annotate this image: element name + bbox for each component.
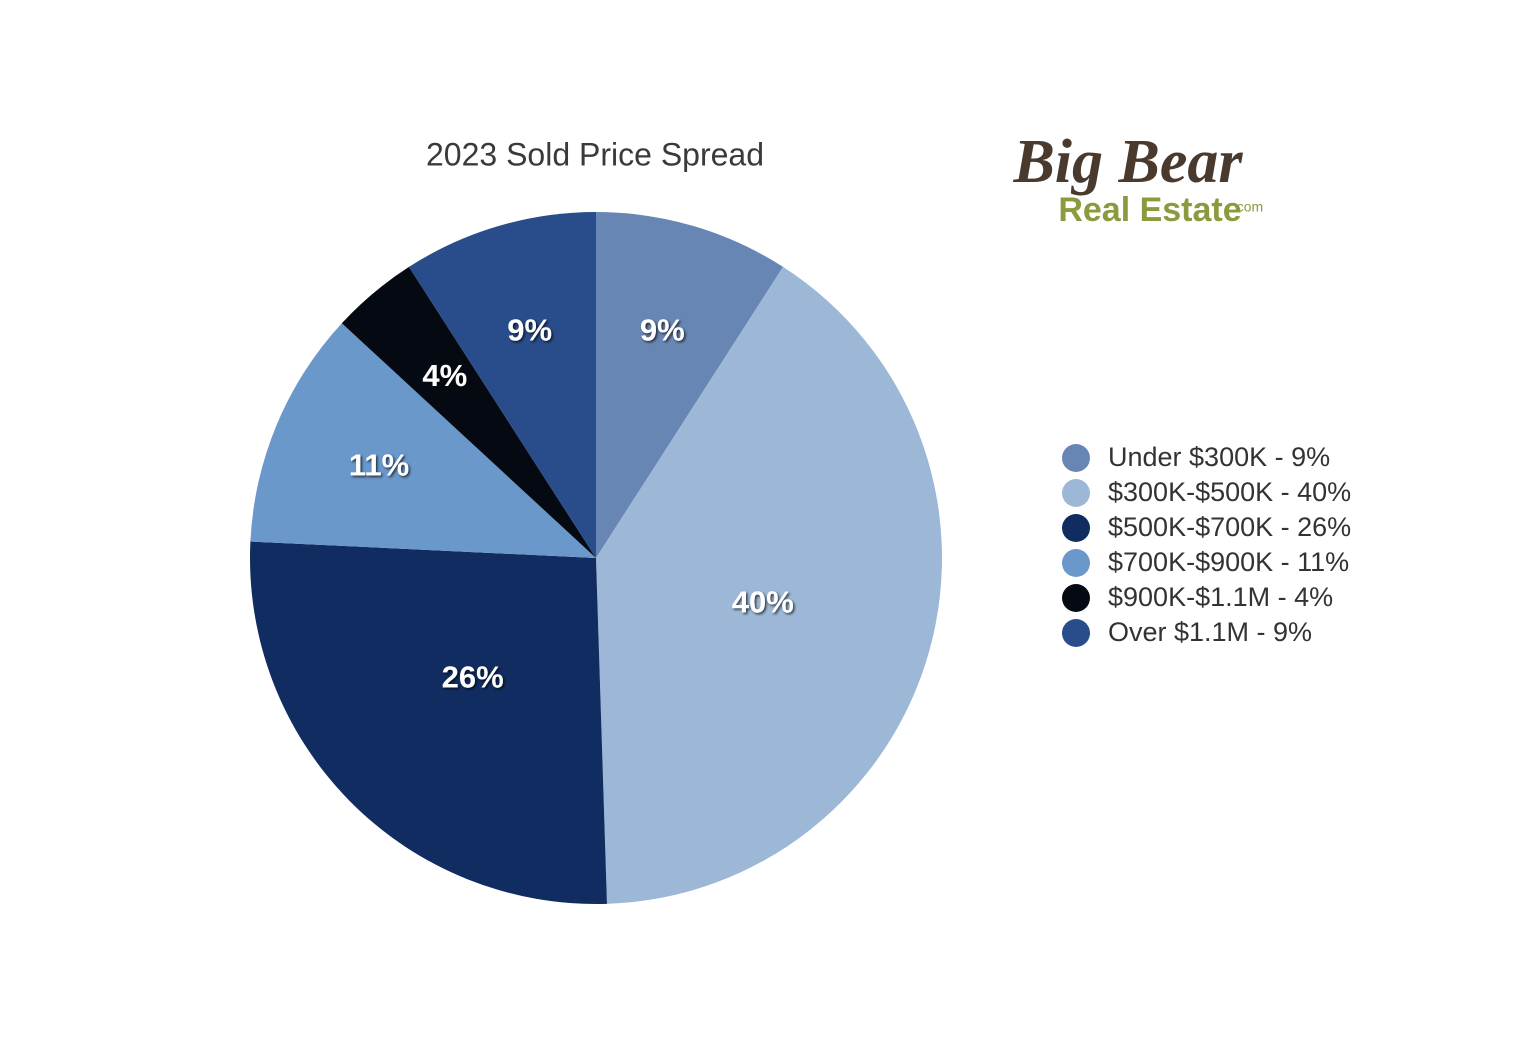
pie-slice bbox=[250, 323, 596, 558]
legend-label: $900K-$1.1M - 4% bbox=[1108, 582, 1333, 612]
value-label: 40% bbox=[732, 584, 794, 619]
legend-marker bbox=[1062, 444, 1090, 472]
logo-suffix: .com bbox=[1233, 199, 1263, 215]
legend-label: $700K-$900K - 11% bbox=[1108, 547, 1349, 577]
legend-label: Under $300K - 9% bbox=[1108, 442, 1330, 472]
legend-marker bbox=[1062, 479, 1090, 507]
legend-label: $500K-$700K - 26% bbox=[1108, 512, 1351, 542]
pie-slice bbox=[341, 266, 596, 558]
pie-slice bbox=[408, 212, 596, 558]
value-label: 9% bbox=[507, 312, 552, 347]
value-label: 9% bbox=[640, 312, 685, 347]
legend-label: Over $1.1M - 9% bbox=[1108, 617, 1312, 647]
legend-marker bbox=[1062, 549, 1090, 577]
pie-slice bbox=[596, 266, 942, 904]
value-label: 11% bbox=[349, 447, 409, 482]
legend-label: $300K-$500K - 40% bbox=[1108, 477, 1351, 507]
chart-title: 2023 Sold Price Spread bbox=[426, 136, 764, 172]
logo-subtitle: Real Estate bbox=[1058, 191, 1241, 229]
pie-slice bbox=[596, 212, 784, 558]
logo-name: Big Bear bbox=[1012, 128, 1243, 196]
pie-slice bbox=[250, 541, 607, 904]
legend-marker bbox=[1062, 514, 1090, 542]
legend-marker bbox=[1062, 619, 1090, 647]
legend-marker bbox=[1062, 584, 1090, 612]
value-label: 4% bbox=[422, 358, 467, 393]
value-label: 26% bbox=[442, 660, 504, 695]
